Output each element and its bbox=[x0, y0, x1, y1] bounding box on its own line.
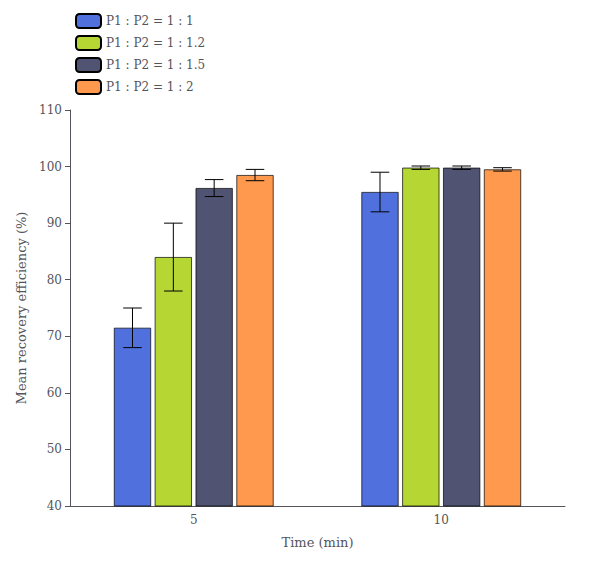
svg-text:Time (min): Time (min) bbox=[282, 535, 354, 550]
svg-text:100: 100 bbox=[39, 160, 62, 174]
svg-text:5: 5 bbox=[190, 513, 198, 527]
svg-text:40: 40 bbox=[47, 499, 62, 513]
svg-text:P1 : P2 = 1 : 1.2: P1 : P2 = 1 : 1.2 bbox=[106, 36, 205, 50]
svg-text:10: 10 bbox=[434, 513, 449, 527]
svg-text:80: 80 bbox=[47, 273, 62, 287]
svg-text:P1 : P2 = 1 : 1: P1 : P2 = 1 : 1 bbox=[106, 14, 194, 28]
svg-text:110: 110 bbox=[39, 103, 62, 117]
svg-text:50: 50 bbox=[47, 442, 62, 456]
svg-text:60: 60 bbox=[47, 386, 62, 400]
svg-text:P1 : P2 = 1 : 2: P1 : P2 = 1 : 2 bbox=[106, 80, 194, 94]
svg-text:70: 70 bbox=[47, 329, 62, 343]
svg-text:90: 90 bbox=[47, 216, 62, 230]
svg-text:Mean recovery efficiency (%): Mean recovery efficiency (%) bbox=[14, 212, 29, 405]
svg-text:P1 : P2 = 1 : 1.5: P1 : P2 = 1 : 1.5 bbox=[106, 58, 205, 72]
